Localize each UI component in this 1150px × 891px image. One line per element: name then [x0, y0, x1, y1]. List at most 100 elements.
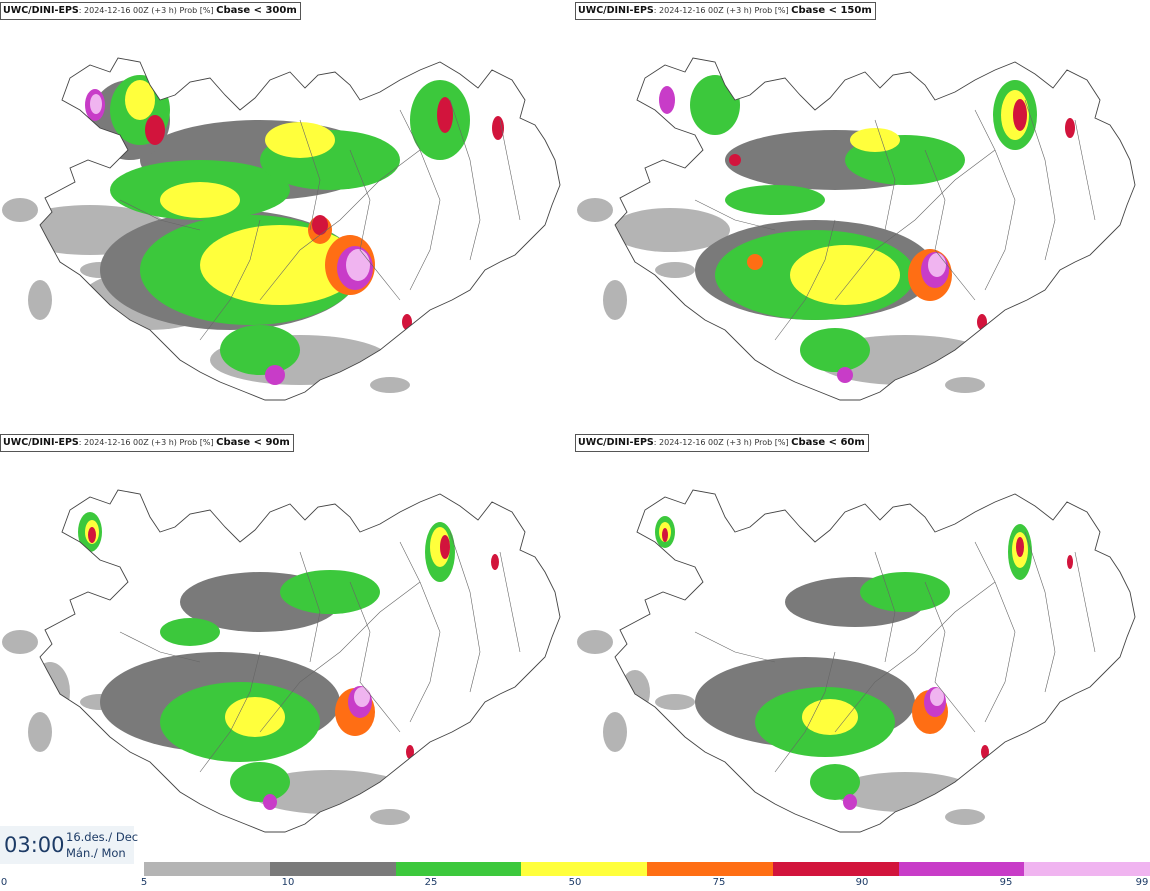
colorbar-segment	[395, 862, 522, 876]
colorbar-tick: 0	[0, 877, 8, 888]
probability-area	[615, 208, 730, 252]
boundary-line	[119, 199, 201, 231]
map-panel-cbase-90: UWC/DINI-EPS: 2024-12-16 00Z (+3 h) Prob…	[0, 432, 575, 862]
probability-area	[230, 762, 290, 802]
boundary-line	[774, 651, 836, 773]
probability-area	[492, 116, 504, 140]
iceland-map	[577, 489, 1136, 833]
probability-area	[1067, 555, 1073, 569]
threshold-label: Cbase < 150m	[791, 5, 872, 16]
boundary-line	[924, 149, 976, 301]
probability-area	[312, 215, 328, 235]
probability-area	[1016, 537, 1024, 557]
run-info: : 2024-12-16 00Z (+3 h) Prob [%]	[78, 438, 214, 447]
probability-area	[280, 570, 380, 614]
probability-area	[850, 128, 900, 152]
iceland-map	[577, 57, 1136, 401]
probability-colorbar	[144, 862, 1150, 876]
boundary-line	[349, 581, 401, 733]
colorbar-segment	[772, 862, 899, 876]
probability-area	[662, 528, 668, 542]
boundary-line	[259, 581, 421, 733]
offshore-prob-area	[577, 198, 613, 222]
colorbar-tick: 75	[712, 877, 726, 888]
valid-weekday: Mán./ Mon	[66, 846, 126, 860]
offshore-prob-area	[2, 198, 38, 222]
probability-area	[220, 325, 300, 375]
probability-area	[659, 86, 675, 114]
offshore-prob-area	[945, 809, 985, 825]
boundary-line	[874, 119, 896, 231]
boundary-line	[874, 551, 896, 663]
colorbar-tick: 90	[855, 877, 869, 888]
probability-area	[160, 182, 240, 218]
boundary-line	[449, 99, 481, 261]
threshold-label: Cbase < 300m	[216, 5, 297, 16]
model-name: UWC/DINI-EPS	[578, 437, 654, 448]
probability-area	[437, 97, 453, 133]
run-info: : 2024-12-16 00Z (+3 h) Prob [%]	[78, 6, 214, 15]
colorbar-tick: 5	[140, 877, 148, 888]
model-name: UWC/DINI-EPS	[3, 437, 79, 448]
probability-area	[977, 314, 987, 330]
probability-area	[346, 249, 370, 281]
time-box	[0, 826, 134, 864]
offshore-prob-area	[577, 630, 613, 654]
probability-area	[145, 115, 165, 145]
threshold-label: Cbase < 90m	[216, 437, 290, 448]
colorbar-tick: 25	[424, 877, 438, 888]
map-panel-cbase-150: UWC/DINI-EPS: 2024-12-16 00Z (+3 h) Prob…	[575, 0, 1150, 430]
boundary-line	[974, 109, 1016, 291]
colorbar-segment	[144, 862, 270, 876]
coastline	[39, 489, 561, 833]
probability-area	[747, 254, 763, 270]
offshore-prob-area	[28, 280, 52, 320]
offshore-prob-area	[655, 694, 695, 710]
boundary-line	[974, 541, 1016, 723]
colorbar-segment	[898, 862, 1025, 876]
boundary-line	[349, 149, 401, 301]
offshore-prob-area	[603, 712, 627, 752]
colorbar-segment	[1024, 862, 1150, 876]
panel-title: UWC/DINI-EPS: 2024-12-16 00Z (+3 h) Prob…	[575, 2, 876, 20]
boundary-line	[1074, 551, 1096, 653]
boundary-line	[924, 581, 976, 733]
iceland-map	[2, 489, 561, 833]
boundary-line	[1074, 119, 1096, 221]
probability-area	[802, 699, 858, 735]
offshore-prob-area	[28, 712, 52, 752]
boundary-line	[399, 109, 441, 291]
probability-area	[440, 535, 450, 559]
boundary-line	[299, 119, 321, 231]
valid-date: 16.des./ Dec	[66, 830, 139, 844]
offshore-prob-area	[2, 630, 38, 654]
colorbar-segment	[647, 862, 773, 876]
probability-area	[200, 225, 360, 305]
probability-area	[790, 245, 900, 305]
colorbar-tick: 10	[281, 877, 295, 888]
probability-area	[810, 764, 860, 800]
probability-area	[90, 94, 102, 114]
colorbar-tick: 50	[568, 877, 582, 888]
probability-area	[1013, 99, 1027, 131]
boundary-line	[1024, 531, 1056, 693]
probability-area	[263, 794, 277, 810]
probability-area	[930, 688, 944, 706]
valid-time: 03:00	[4, 833, 65, 857]
colorbar-segment	[269, 862, 396, 876]
boundary-line	[399, 541, 441, 723]
probability-area	[729, 154, 741, 166]
map-panel-cbase-300: UWC/DINI-EPS: 2024-12-16 00Z (+3 h) Prob…	[0, 0, 575, 430]
probability-area	[837, 367, 853, 383]
boundary-line	[834, 149, 996, 301]
probability-area	[265, 122, 335, 158]
probability-area	[160, 618, 220, 646]
probability-area	[690, 75, 740, 135]
boundary-line	[1024, 99, 1056, 261]
probability-area	[620, 670, 650, 714]
coastline	[39, 57, 561, 401]
probability-area	[928, 253, 946, 277]
coastline	[614, 57, 1136, 401]
boundary-line	[119, 631, 201, 663]
run-info: : 2024-12-16 00Z (+3 h) Prob [%]	[653, 6, 789, 15]
